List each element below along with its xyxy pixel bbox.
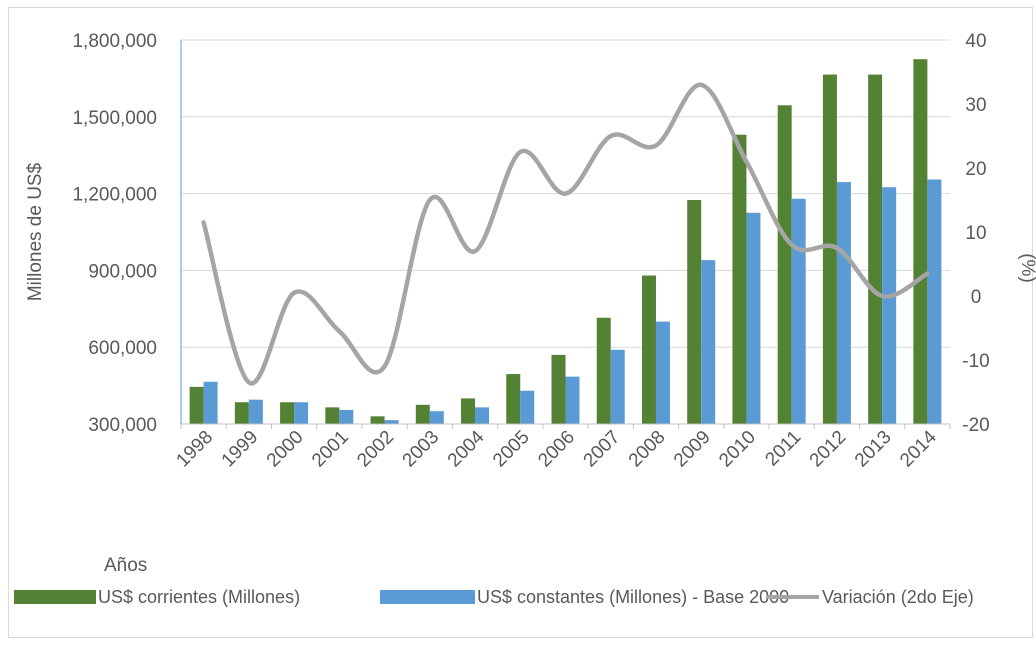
bar-constantes <box>248 399 263 424</box>
y2-tick-label: 20 <box>965 159 986 180</box>
variation-line <box>201 82 930 386</box>
y2-tick-label: -10 <box>962 351 989 372</box>
y-tick-label: 1,500,000 <box>72 108 157 129</box>
bar-constantes <box>294 402 309 424</box>
legend-label-variacion: Variación (2do Eje) <box>822 587 974 607</box>
bar-constantes <box>429 411 444 424</box>
y2-tick-label: 40 <box>965 31 986 52</box>
y2-tick-label: 0 <box>971 287 982 308</box>
bar-corrientes <box>280 402 295 424</box>
bar-corrientes <box>822 74 837 424</box>
bar-corrientes <box>189 386 204 424</box>
bar-constantes <box>927 179 942 424</box>
bar-constantes <box>565 376 580 424</box>
bar-constantes <box>655 321 670 424</box>
bar-corrientes <box>415 404 430 424</box>
gridlines <box>181 39 950 348</box>
bar-corrientes <box>234 402 249 424</box>
bar-constantes <box>339 409 354 424</box>
bar-corrientes <box>777 105 792 424</box>
chart-frame <box>8 7 1033 638</box>
bar-corrientes <box>868 74 883 424</box>
y-tick-label: 300,000 <box>88 415 157 436</box>
bar-corrientes <box>325 407 340 424</box>
bar-corrientes <box>641 275 656 424</box>
bar-constantes <box>384 420 399 424</box>
legend-swatch-corrientes <box>14 590 96 604</box>
bar-constantes <box>836 182 851 424</box>
bar-corrientes <box>551 354 566 424</box>
bar-corrientes <box>913 59 928 424</box>
legend-label-constantes: US$ constantes (Millones) - Base 2000 <box>477 587 789 607</box>
bars <box>189 59 942 424</box>
bar-corrientes <box>370 416 385 424</box>
y2-axis-label: (%) <box>1017 253 1036 283</box>
y-tick-label: 1,200,000 <box>72 185 157 206</box>
y-tick-label: 600,000 <box>88 338 157 359</box>
legend-swatch-constantes <box>380 590 475 604</box>
bar-constantes <box>701 260 716 424</box>
variation-line-layer <box>201 82 930 386</box>
bar-corrientes <box>506 374 521 424</box>
y2-tick-label: 10 <box>965 223 986 244</box>
bar-corrientes <box>687 200 702 424</box>
legend-label-corrientes: US$ corrientes (Millones) <box>98 587 300 607</box>
bar-corrientes <box>461 398 476 424</box>
x-axis-label: Años <box>104 555 147 576</box>
bar-constantes <box>203 381 218 424</box>
y-axis-label: Millones de US$ <box>25 162 46 301</box>
bar-corrientes <box>596 317 611 424</box>
bar-constantes <box>791 198 806 424</box>
y2-tick-label: 30 <box>965 95 986 116</box>
y-tick-label: 1,800,000 <box>72 31 157 52</box>
bar-constantes <box>882 187 897 424</box>
legend: US$ corrientes (Millones) US$ constantes… <box>14 587 974 607</box>
bar-constantes <box>475 407 490 424</box>
bar-constantes <box>610 349 625 424</box>
bar-corrientes <box>732 134 747 424</box>
y2-tick-label: -20 <box>962 415 989 436</box>
bar-constantes <box>746 212 761 424</box>
y-tick-label: 900,000 <box>88 261 157 282</box>
bar-constantes <box>520 390 535 424</box>
